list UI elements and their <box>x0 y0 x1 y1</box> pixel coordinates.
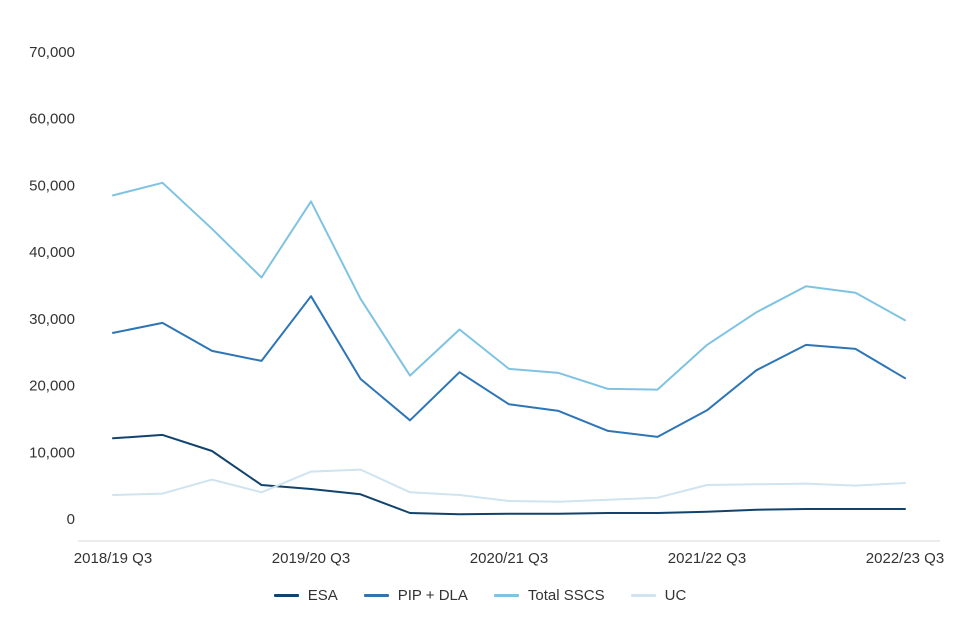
series-line-total-sscs <box>112 181 906 391</box>
legend-swatch-uc <box>630 593 656 597</box>
x-axis-tick-label: 2022/23 Q3 <box>866 550 944 567</box>
legend-swatch-esa <box>273 593 299 597</box>
y-axis-tick-label: 20,000 <box>29 378 75 395</box>
legend-swatch-total-sscs <box>493 593 519 597</box>
y-axis-tick-label: 60,000 <box>29 111 75 128</box>
legend-label-esa: ESA <box>307 586 338 604</box>
y-axis-tick-label: 10,000 <box>29 444 75 461</box>
y-axis-tick-label: 70,000 <box>29 44 75 61</box>
y-axis-tick-label: 0 <box>67 511 75 528</box>
x-axis-tick-label: 2018/19 Q3 <box>74 550 152 567</box>
x-axis-tick-label: 2020/21 Q3 <box>470 550 548 567</box>
series-line-pip-dla <box>112 295 906 438</box>
y-axis-tick-label: 40,000 <box>29 244 75 261</box>
line-chart-canvas: 0 10,000 20,000 30,000 40,000 50,000 60,000 70,… <box>29 44 944 567</box>
legend-item-esa[interactable]: ESA <box>273 586 338 604</box>
x-axis-tick-label: 2021/22 Q3 <box>668 550 746 567</box>
y-axis-tick-label: 30,000 <box>29 311 75 328</box>
legend-swatch-pip-dla <box>363 593 389 597</box>
legend-label-uc: UC <box>664 586 687 604</box>
chart-legend: ESA PIP + DLA Total SSCS UC <box>0 580 960 610</box>
series-line-uc <box>112 468 906 503</box>
legend-item-pip-dla[interactable]: PIP + DLA <box>363 586 468 604</box>
x-axis-tick-label: 2019/20 Q3 <box>272 550 350 567</box>
series-line-esa <box>112 433 906 516</box>
y-axis-tick-label: 50,000 <box>29 177 75 194</box>
legend-label-pip-dla: PIP + DLA <box>397 586 468 604</box>
legend-item-total-sscs[interactable]: Total SSCS <box>493 586 605 604</box>
legend-label-total-sscs: Total SSCS <box>527 586 605 604</box>
legend-item-uc[interactable]: UC <box>630 586 687 604</box>
